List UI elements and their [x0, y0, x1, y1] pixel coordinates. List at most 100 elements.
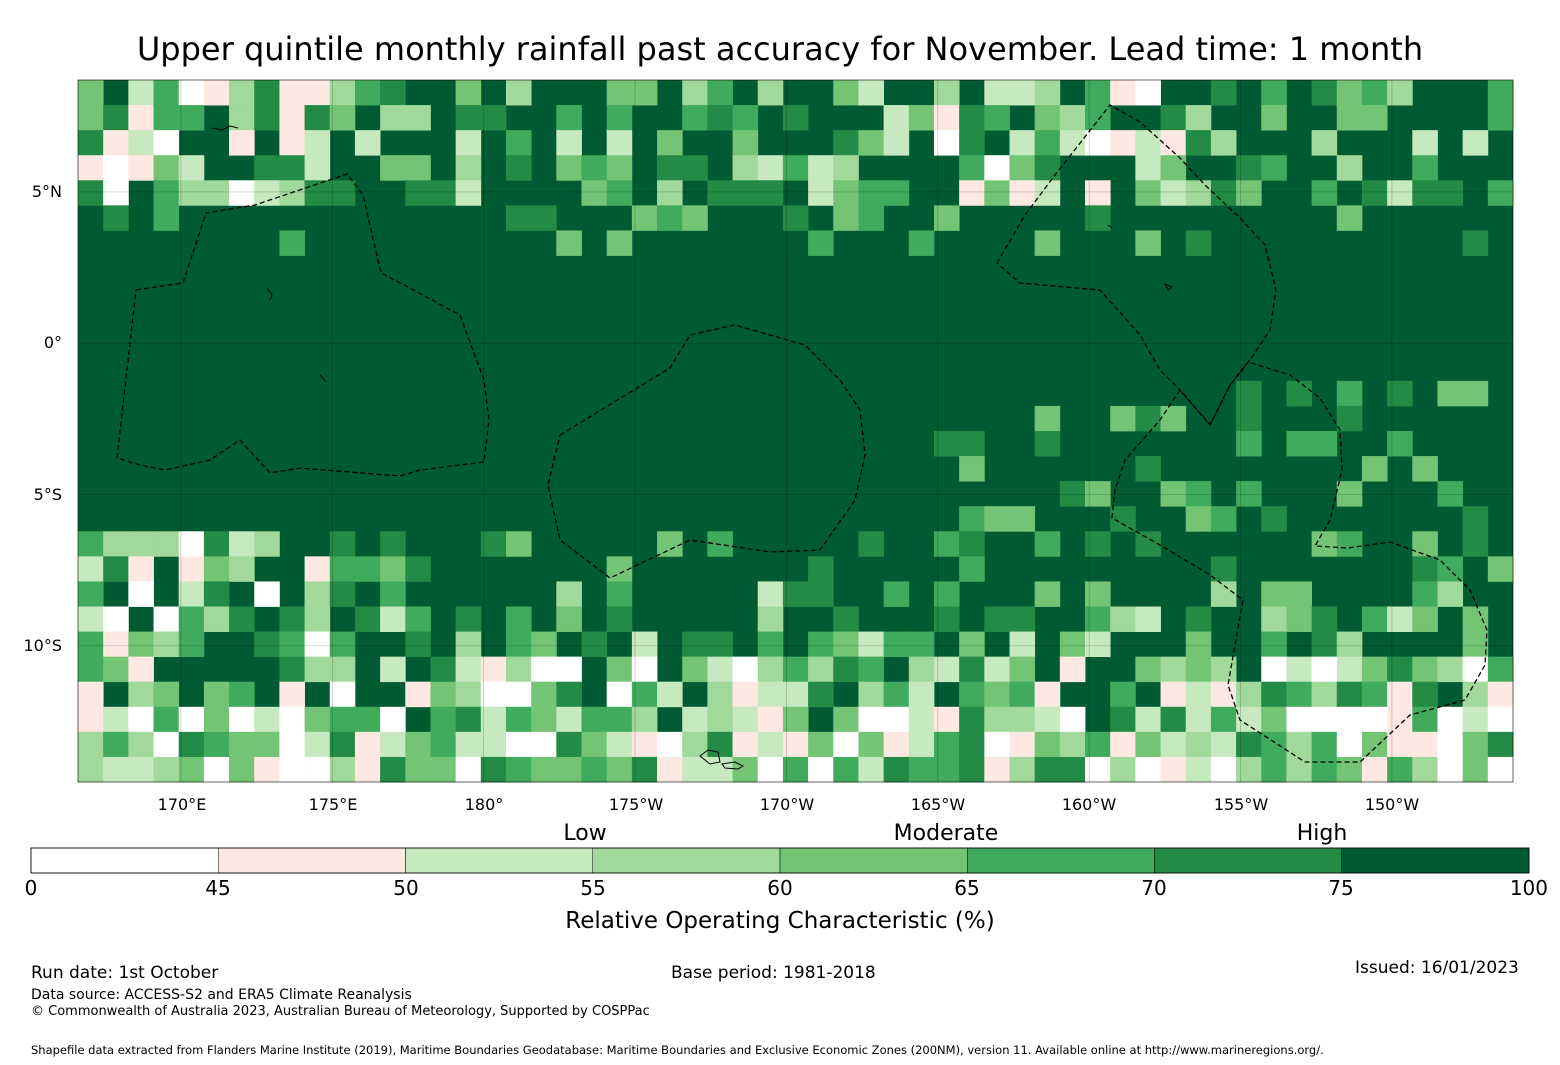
map-cell [128, 731, 154, 758]
map-cell [1009, 80, 1036, 106]
map-cell [1387, 656, 1413, 683]
colorbar-bin-55-60 [592, 847, 781, 874]
map-cell [229, 706, 255, 733]
map-cell [430, 731, 457, 758]
map-cell [1336, 531, 1363, 557]
map-cell [455, 130, 482, 156]
map-cell [304, 105, 331, 131]
map-cell [556, 581, 582, 607]
map-cell [556, 756, 582, 783]
map-cell [480, 756, 507, 783]
map-cell [833, 656, 859, 683]
map-cell [1210, 130, 1237, 156]
colorbar-category-moderate: Moderate [894, 821, 999, 846]
map-cell [1261, 581, 1287, 607]
map-cell [858, 531, 885, 557]
map-cell [78, 756, 104, 783]
map-cell [178, 155, 205, 181]
map-cell [229, 130, 255, 156]
map-cell [1034, 230, 1061, 256]
colorbar: Low Moderate High 0 45 50 55 60 65 70 75… [25, 821, 1548, 934]
map-cell [531, 731, 557, 758]
map-cell [455, 756, 482, 783]
map-cell [1135, 531, 1161, 557]
map-cell [178, 606, 205, 632]
map-cell [1261, 631, 1287, 658]
map-cell [1034, 155, 1061, 181]
map-cell [178, 581, 205, 607]
map-cell [329, 681, 356, 708]
map-cell [606, 105, 633, 131]
map-cell [908, 681, 935, 708]
map-cell [984, 105, 1010, 131]
map-cell [782, 205, 809, 231]
map-cell [1361, 706, 1388, 733]
map-cell [178, 556, 205, 582]
map-cell [1210, 706, 1237, 733]
map-cell [808, 756, 834, 783]
map-cell [1185, 706, 1212, 733]
map-cell [153, 130, 180, 156]
map-cell [1412, 155, 1438, 181]
map-cell [380, 656, 406, 683]
map-cell [858, 681, 885, 708]
island-atoll-1 [266, 287, 273, 301]
map-cell [631, 80, 658, 106]
map-cell [1110, 405, 1136, 432]
map-cell [1135, 656, 1161, 683]
map-cell [732, 731, 759, 758]
map-cell [254, 80, 280, 106]
map-cell [455, 606, 482, 632]
map-cell [1135, 130, 1161, 156]
lon-label-170e: 170°E [158, 795, 207, 814]
map-cell [1387, 706, 1413, 733]
map-cell [178, 756, 205, 783]
lon-label-175e: 175°E [309, 795, 358, 814]
map-cell [631, 656, 658, 683]
map-cell [959, 731, 985, 758]
map-cell [933, 656, 960, 683]
map-cell [833, 731, 859, 758]
map-cell [203, 681, 230, 708]
map-cell [103, 531, 129, 557]
map-cell [1185, 180, 1212, 206]
map-cell [153, 205, 180, 231]
map-cell [1286, 756, 1312, 783]
map-cell [1236, 405, 1262, 432]
map-cell [405, 180, 431, 206]
map-cell [1336, 105, 1363, 131]
map-cell [380, 731, 406, 758]
map-cell [657, 731, 683, 758]
map-cell [455, 706, 482, 733]
map-cell [1059, 731, 1086, 758]
map-cell [1487, 105, 1514, 131]
map-cell [732, 681, 759, 708]
lon-label-175w: 175°W [609, 795, 664, 814]
map-cell [707, 105, 733, 131]
map-cell [254, 631, 280, 658]
map-cell [833, 180, 859, 206]
map-cell [858, 706, 885, 733]
map-cell [229, 105, 255, 131]
island-samoa [699, 749, 745, 770]
map-cell [178, 80, 205, 106]
map-cell [757, 180, 784, 206]
map-cell [505, 130, 532, 156]
data-source: Data source: ACCESS-S2 and ERA5 Climate … [31, 987, 412, 1003]
map-cell [531, 756, 557, 783]
map-cell [1487, 180, 1514, 206]
map-cell [354, 80, 381, 106]
map-cell [1085, 631, 1111, 658]
map-cell [1085, 180, 1111, 206]
map-cell [782, 105, 809, 131]
map-cell [1160, 405, 1187, 432]
map-cell [430, 656, 457, 683]
map-cell [757, 731, 784, 758]
map-cell [808, 556, 834, 582]
map-cell [153, 756, 180, 783]
map-cell [732, 130, 759, 156]
colorbar-bin-75-100 [1341, 847, 1530, 874]
map-cell [1009, 656, 1036, 683]
map-cell [128, 105, 154, 131]
lat-label-5s: 5°S [34, 485, 62, 504]
